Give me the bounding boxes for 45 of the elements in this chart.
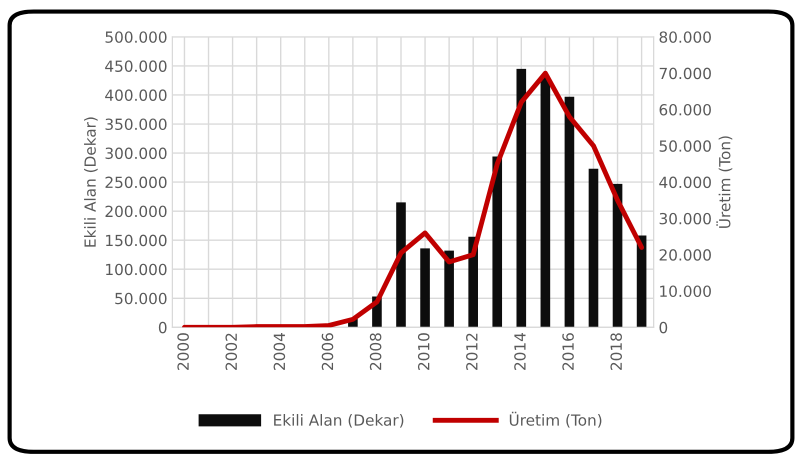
x-tick-label: 2010 (418, 333, 430, 370)
bar (396, 202, 406, 328)
y-tick-label: 400.000 (105, 89, 167, 101)
y-tick-label: 500.000 (106, 31, 167, 43)
y2-tick-label: 10.000 (660, 285, 711, 298)
x-tick-label: 2004 (274, 333, 286, 370)
y2-axis-title: Üretim (Ton) (716, 136, 732, 228)
bar (516, 68, 526, 328)
y2-tick-label: 40.000 (659, 176, 711, 188)
y-tick-label: 100.000 (106, 264, 167, 276)
legend-label: Üretim (Ton) (510, 412, 602, 428)
y2-tick-label: 60.000 (660, 104, 711, 116)
legend-label: Ekili Alan (Dekar) (274, 414, 404, 428)
x-tick-label: 2006 (322, 333, 334, 370)
y-tick-label: 0 (158, 322, 167, 334)
bar (636, 236, 646, 328)
line-series (182, 70, 644, 328)
bar (612, 184, 622, 328)
bar (588, 168, 598, 328)
y-tick-label: 200.000 (106, 206, 167, 218)
x-tick-label: 2008 (370, 333, 382, 370)
y2-tick-label: 50.000 (660, 140, 711, 152)
bar (540, 78, 550, 328)
y2-tick-label: 20.000 (660, 249, 711, 261)
y2-tick-label: 70.000 (660, 68, 711, 80)
y2-tick-label: 30.000 (660, 212, 711, 224)
y-axis-title: Ekili Alan (Dekar) (84, 117, 98, 247)
y-tick-label: 150.000 (106, 234, 167, 246)
x-tick-label: 2000 (177, 333, 189, 370)
y-tick-label: 300.000 (106, 148, 167, 160)
x-tick-label: 2012 (466, 334, 478, 370)
y-tick-label: 450.000 (105, 60, 167, 72)
bar (420, 248, 430, 328)
x-tick-label: 2002 (225, 334, 238, 370)
y-tick-label: 50.000 (115, 292, 167, 304)
bar (492, 156, 502, 328)
y-tick-label: 250.000 (106, 176, 167, 188)
bar (444, 250, 454, 328)
bar (564, 96, 574, 328)
x-tick-label: 2014 (514, 333, 526, 370)
y2-tick-label: 0 (660, 322, 668, 334)
x-tick-label: 2018 (610, 333, 622, 370)
y-tick-label: 350.000 (106, 118, 167, 130)
y2-tick-label: 80.000 (660, 31, 711, 43)
x-tick-label: 2016 (562, 333, 574, 370)
